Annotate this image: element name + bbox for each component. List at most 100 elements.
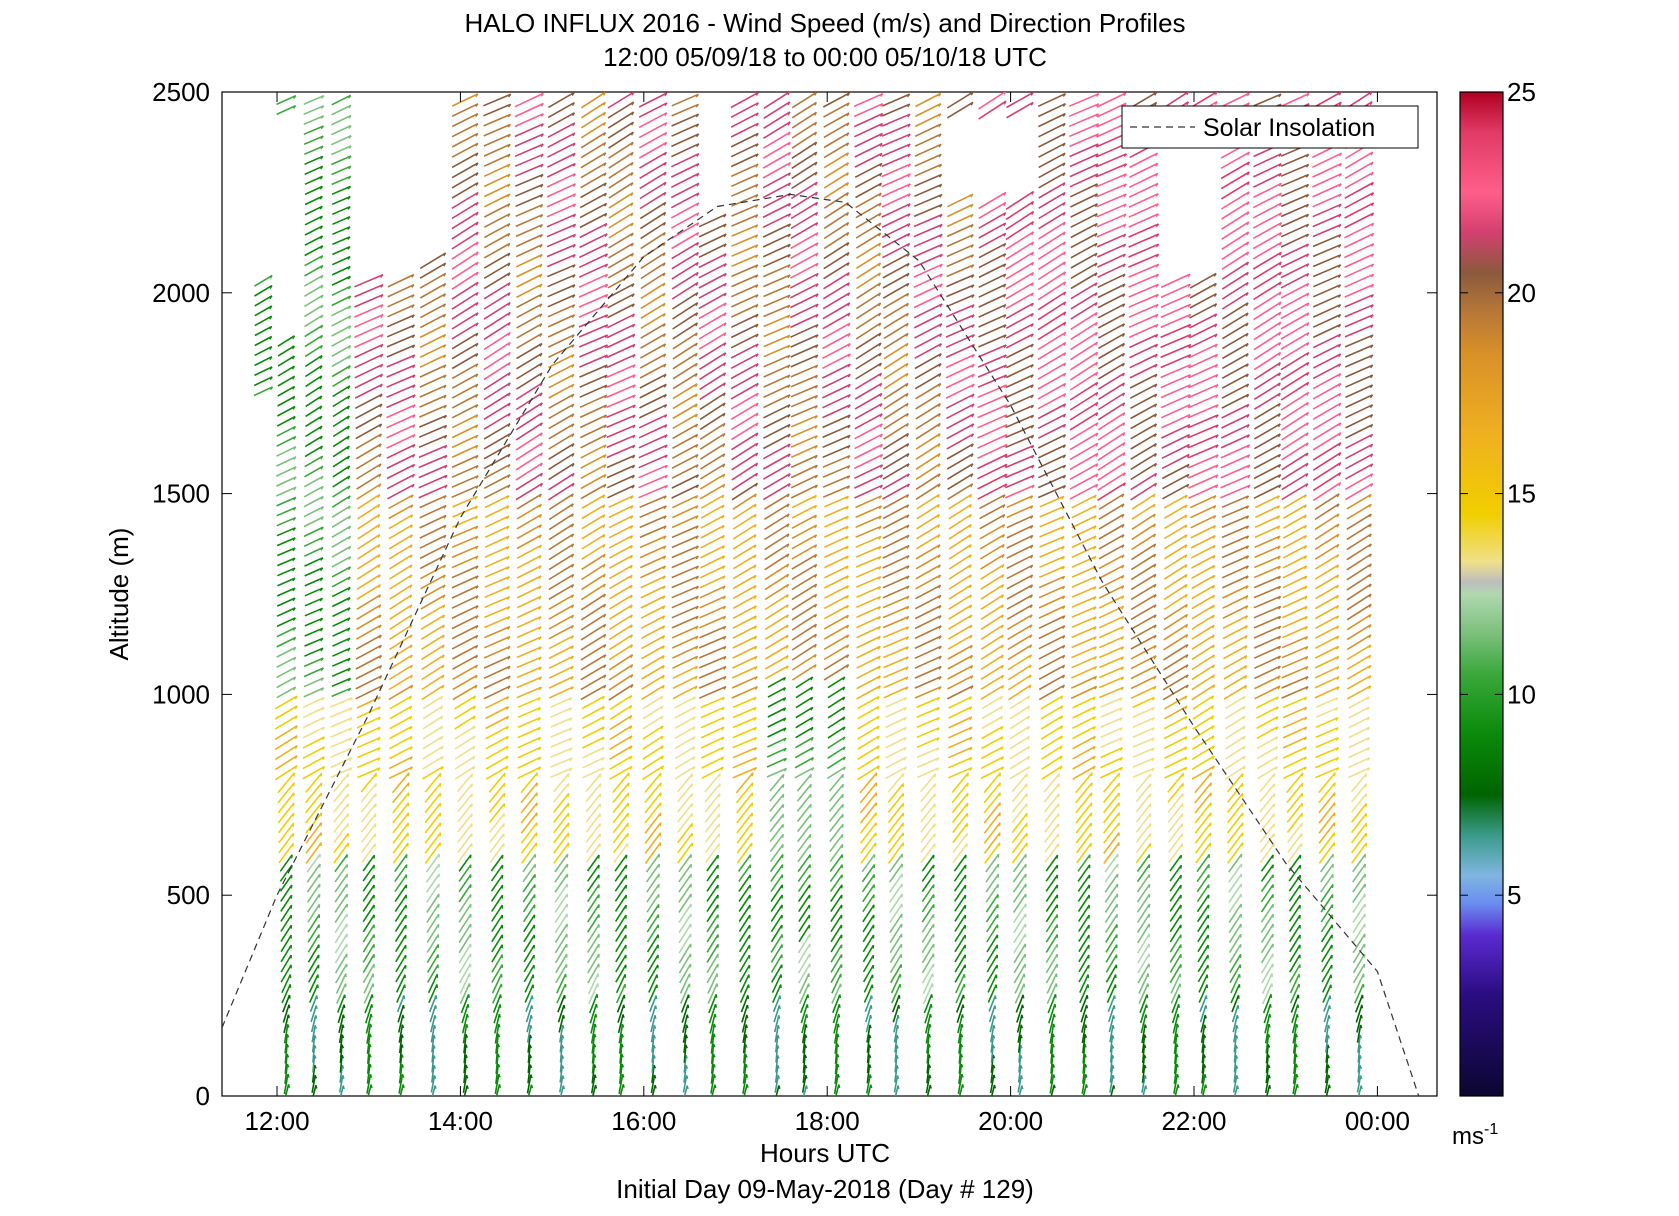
wind-vector: [680, 994, 690, 1013]
wind-vector: [517, 706, 541, 719]
wind-vector: [921, 933, 935, 954]
wind-vector-head: [319, 185, 323, 190]
wind-vector-head: [380, 324, 384, 328]
wind-vector: [609, 755, 633, 770]
wind-vector-head: [507, 213, 511, 218]
wind-vector: [739, 984, 750, 1004]
wind-vector: [683, 1085, 688, 1096]
wind-vector-head: [465, 1024, 469, 1028]
wind-vector-head: [507, 103, 512, 108]
wind-vector-head: [320, 687, 325, 692]
wind-vector: [366, 1033, 371, 1054]
wind-vector: [958, 1063, 963, 1084]
wind-vector: [705, 843, 721, 863]
wind-vector: [796, 773, 812, 792]
wind-vector: [790, 334, 819, 348]
wind-vector-head: [439, 773, 442, 777]
wind-vector-head: [320, 677, 325, 682]
wind-vector: [451, 332, 479, 350]
wind-vector: [396, 995, 405, 1013]
wind-vector-head: [753, 696, 757, 701]
wind-vector-head: [1053, 1013, 1056, 1018]
wind-vector: [548, 635, 574, 650]
wind-vector-head: [412, 374, 416, 379]
wind-vector-head: [842, 726, 846, 731]
wind-vector: [274, 755, 298, 771]
wind-vector: [419, 262, 447, 279]
wind-vector: [277, 355, 295, 367]
wind-vector: [763, 413, 791, 429]
wind-vector: [678, 963, 692, 984]
wind-vector: [732, 523, 757, 540]
wind-vector: [790, 344, 819, 358]
wind-vector-head: [786, 584, 790, 588]
wind-vector: [280, 904, 293, 922]
wind-vector-head: [782, 814, 785, 818]
wind-vector-head: [879, 133, 883, 137]
wind-vector-head: [723, 332, 727, 337]
wind-vector: [304, 425, 323, 438]
wind-vector-head: [998, 812, 1001, 817]
wind-vector: [458, 913, 472, 933]
wind-vector: [426, 883, 440, 903]
wind-vector: [762, 182, 791, 199]
wind-vector-head: [718, 813, 721, 818]
wind-vector: [925, 1023, 931, 1044]
wind-vector-head: [696, 242, 700, 246]
wind-vector: [483, 474, 511, 490]
wind-vector: [495, 1063, 500, 1084]
wind-vector-head: [755, 173, 759, 178]
wind-vector: [483, 372, 511, 391]
wind-vector: [254, 345, 273, 357]
wind-vector-head: [572, 163, 576, 167]
wind-vector: [730, 102, 759, 119]
wind-vector: [738, 914, 751, 933]
wind-vector-head: [505, 736, 509, 740]
wind-vector-head: [723, 646, 727, 650]
wind-vector-head: [787, 314, 791, 319]
wind-vector-head: [787, 334, 791, 339]
wind-vector-head: [723, 233, 727, 238]
wind-vector: [885, 746, 907, 759]
wind-vector-head: [286, 1063, 290, 1068]
wind-vector: [957, 1014, 964, 1034]
wind-vector: [451, 162, 479, 179]
wind-vector-head: [723, 636, 727, 640]
wind-vector: [954, 924, 967, 943]
wind-vector-head: [292, 406, 296, 410]
wind-vector: [772, 995, 781, 1013]
wind-vector: [732, 696, 757, 709]
wind-vector-head: [632, 414, 636, 419]
wind-vector-head: [402, 1014, 405, 1019]
wind-vector: [609, 745, 633, 760]
wind-vector-head: [880, 93, 884, 97]
wind-vector: [591, 1044, 596, 1064]
wind-vector-head: [966, 782, 969, 787]
wind-vector-head: [938, 353, 942, 357]
wind-vector-head: [293, 466, 297, 471]
wind-vector: [277, 782, 295, 804]
wind-vector-head: [755, 244, 759, 249]
wind-vector-head: [630, 242, 634, 247]
wind-vector: [515, 253, 543, 268]
wind-vector-head: [755, 452, 759, 457]
wind-vector: [731, 193, 759, 207]
wind-vector: [796, 803, 812, 822]
wind-vector: [388, 524, 413, 540]
wind-vector-head: [569, 757, 573, 762]
wind-vector: [515, 362, 543, 380]
wind-vector: [671, 281, 699, 300]
wind-vector-head: [627, 823, 629, 827]
wind-vector-head: [721, 756, 725, 761]
wind-vector-head: [971, 383, 975, 388]
wind-vector: [790, 201, 818, 220]
wind-vector-head: [475, 123, 479, 127]
wind-vector-head: [969, 584, 973, 589]
wind-vector: [559, 1035, 564, 1053]
wind-vector-head: [569, 707, 573, 712]
wind-vector-head: [814, 111, 818, 116]
wind-vector: [277, 375, 295, 387]
wind-vector: [854, 392, 883, 410]
wind-vector: [854, 433, 883, 450]
wind-vector: [580, 424, 607, 439]
